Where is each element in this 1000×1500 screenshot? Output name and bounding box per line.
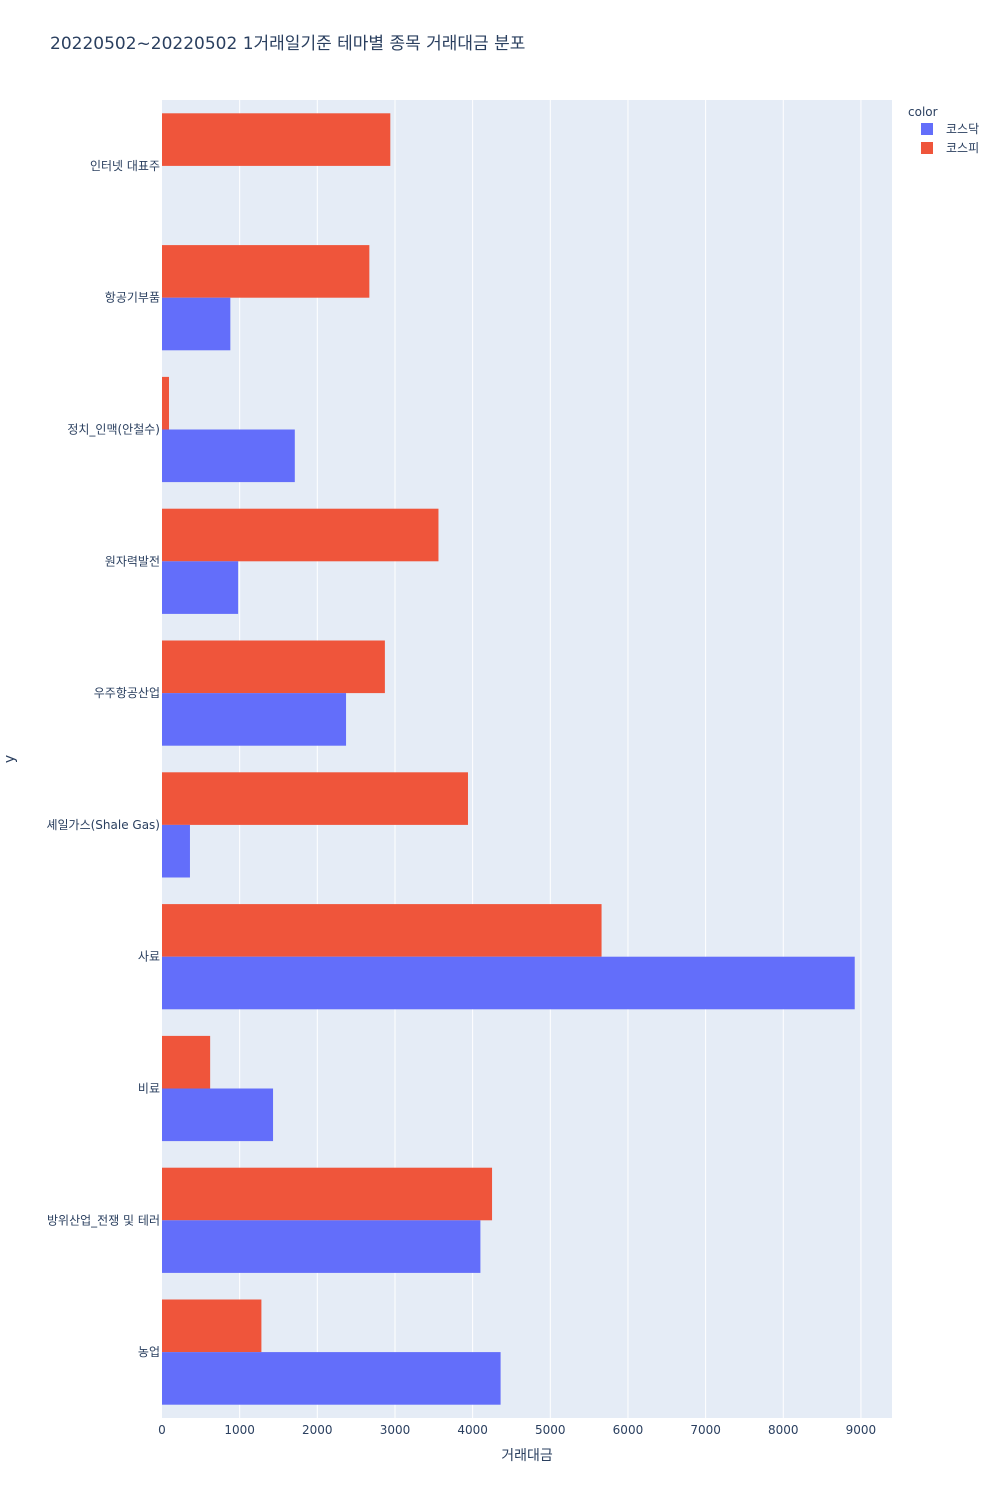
bars[interactable] [162, 113, 855, 1405]
y-tick-label: 정치_인맥(안철수) [67, 423, 160, 437]
bar-kosdaq[interactable] [162, 956, 855, 1010]
y-tick-label: 항공기부품 [105, 291, 160, 305]
x-tick-label: 6000 [613, 1423, 644, 1437]
y-tick-label: 사료 [138, 950, 160, 964]
x-axis-ticks: 0 1000 2000 3000 4000 5000 6000 7000 8000 9000 [158, 1423, 876, 1437]
bar-kospi[interactable] [162, 1167, 493, 1221]
bar-kosdaq[interactable] [162, 1352, 501, 1405]
bar-kospi[interactable] [162, 113, 391, 166]
bar-kosdaq[interactable] [162, 824, 190, 878]
y-tick-label: 농업 [138, 1345, 160, 1359]
legend-title: color [908, 105, 938, 119]
bar-kosdaq[interactable] [162, 429, 295, 483]
bar-kospi[interactable] [162, 1035, 211, 1089]
x-tick-label: 0 [158, 1423, 166, 1437]
x-tick-label: 8000 [768, 1423, 799, 1437]
bar-kospi[interactable] [162, 508, 439, 562]
y-tick-label: 우주항공산업 [94, 686, 160, 700]
x-tick-label: 4000 [457, 1423, 488, 1437]
x-tick-label: 2000 [302, 1423, 333, 1437]
bar-kospi[interactable] [162, 1299, 262, 1353]
bar-kosdaq[interactable] [162, 693, 347, 746]
y-tick-label: 셰일가스(Shale Gas) [46, 818, 160, 832]
bar-kosdaq[interactable] [162, 561, 239, 614]
x-tick-label: 9000 [846, 1423, 877, 1437]
bar-kospi[interactable] [162, 772, 468, 825]
x-tick-label: 7000 [690, 1423, 721, 1437]
x-tick-label: 1000 [224, 1423, 255, 1437]
chart-title: 20220502~20220502 1거래일기준 테마별 종목 거래대금 분포 [50, 34, 525, 54]
legend-item-label[interactable]: 코스피 [946, 141, 979, 155]
bar-kosdaq[interactable] [162, 297, 231, 351]
x-tick-label: 3000 [380, 1423, 411, 1437]
bar-kosdaq[interactable] [162, 1220, 481, 1273]
y-tick-label: 인터넷 대표주 [90, 159, 160, 173]
bar-kospi[interactable] [162, 640, 385, 694]
x-axis-title: 거래대금 [501, 1448, 553, 1464]
y-tick-label: 원자력발전 [105, 554, 160, 568]
y-tick-label: 방위산업_전쟁 및 테러 [47, 1213, 160, 1227]
legend-swatch[interactable] [921, 123, 933, 135]
bar-kospi[interactable] [162, 376, 169, 430]
x-tick-label: 5000 [535, 1423, 566, 1437]
bar-kosdaq[interactable] [162, 1088, 274, 1142]
legend-item-label[interactable]: 코스닥 [946, 122, 979, 136]
bar-kospi[interactable] [162, 245, 370, 298]
legend-swatch[interactable] [921, 142, 933, 154]
y-axis-title: y [2, 755, 18, 763]
gridlines [239, 100, 862, 1418]
y-tick-label: 비료 [138, 1082, 160, 1096]
bar-kospi[interactable] [162, 904, 602, 957]
